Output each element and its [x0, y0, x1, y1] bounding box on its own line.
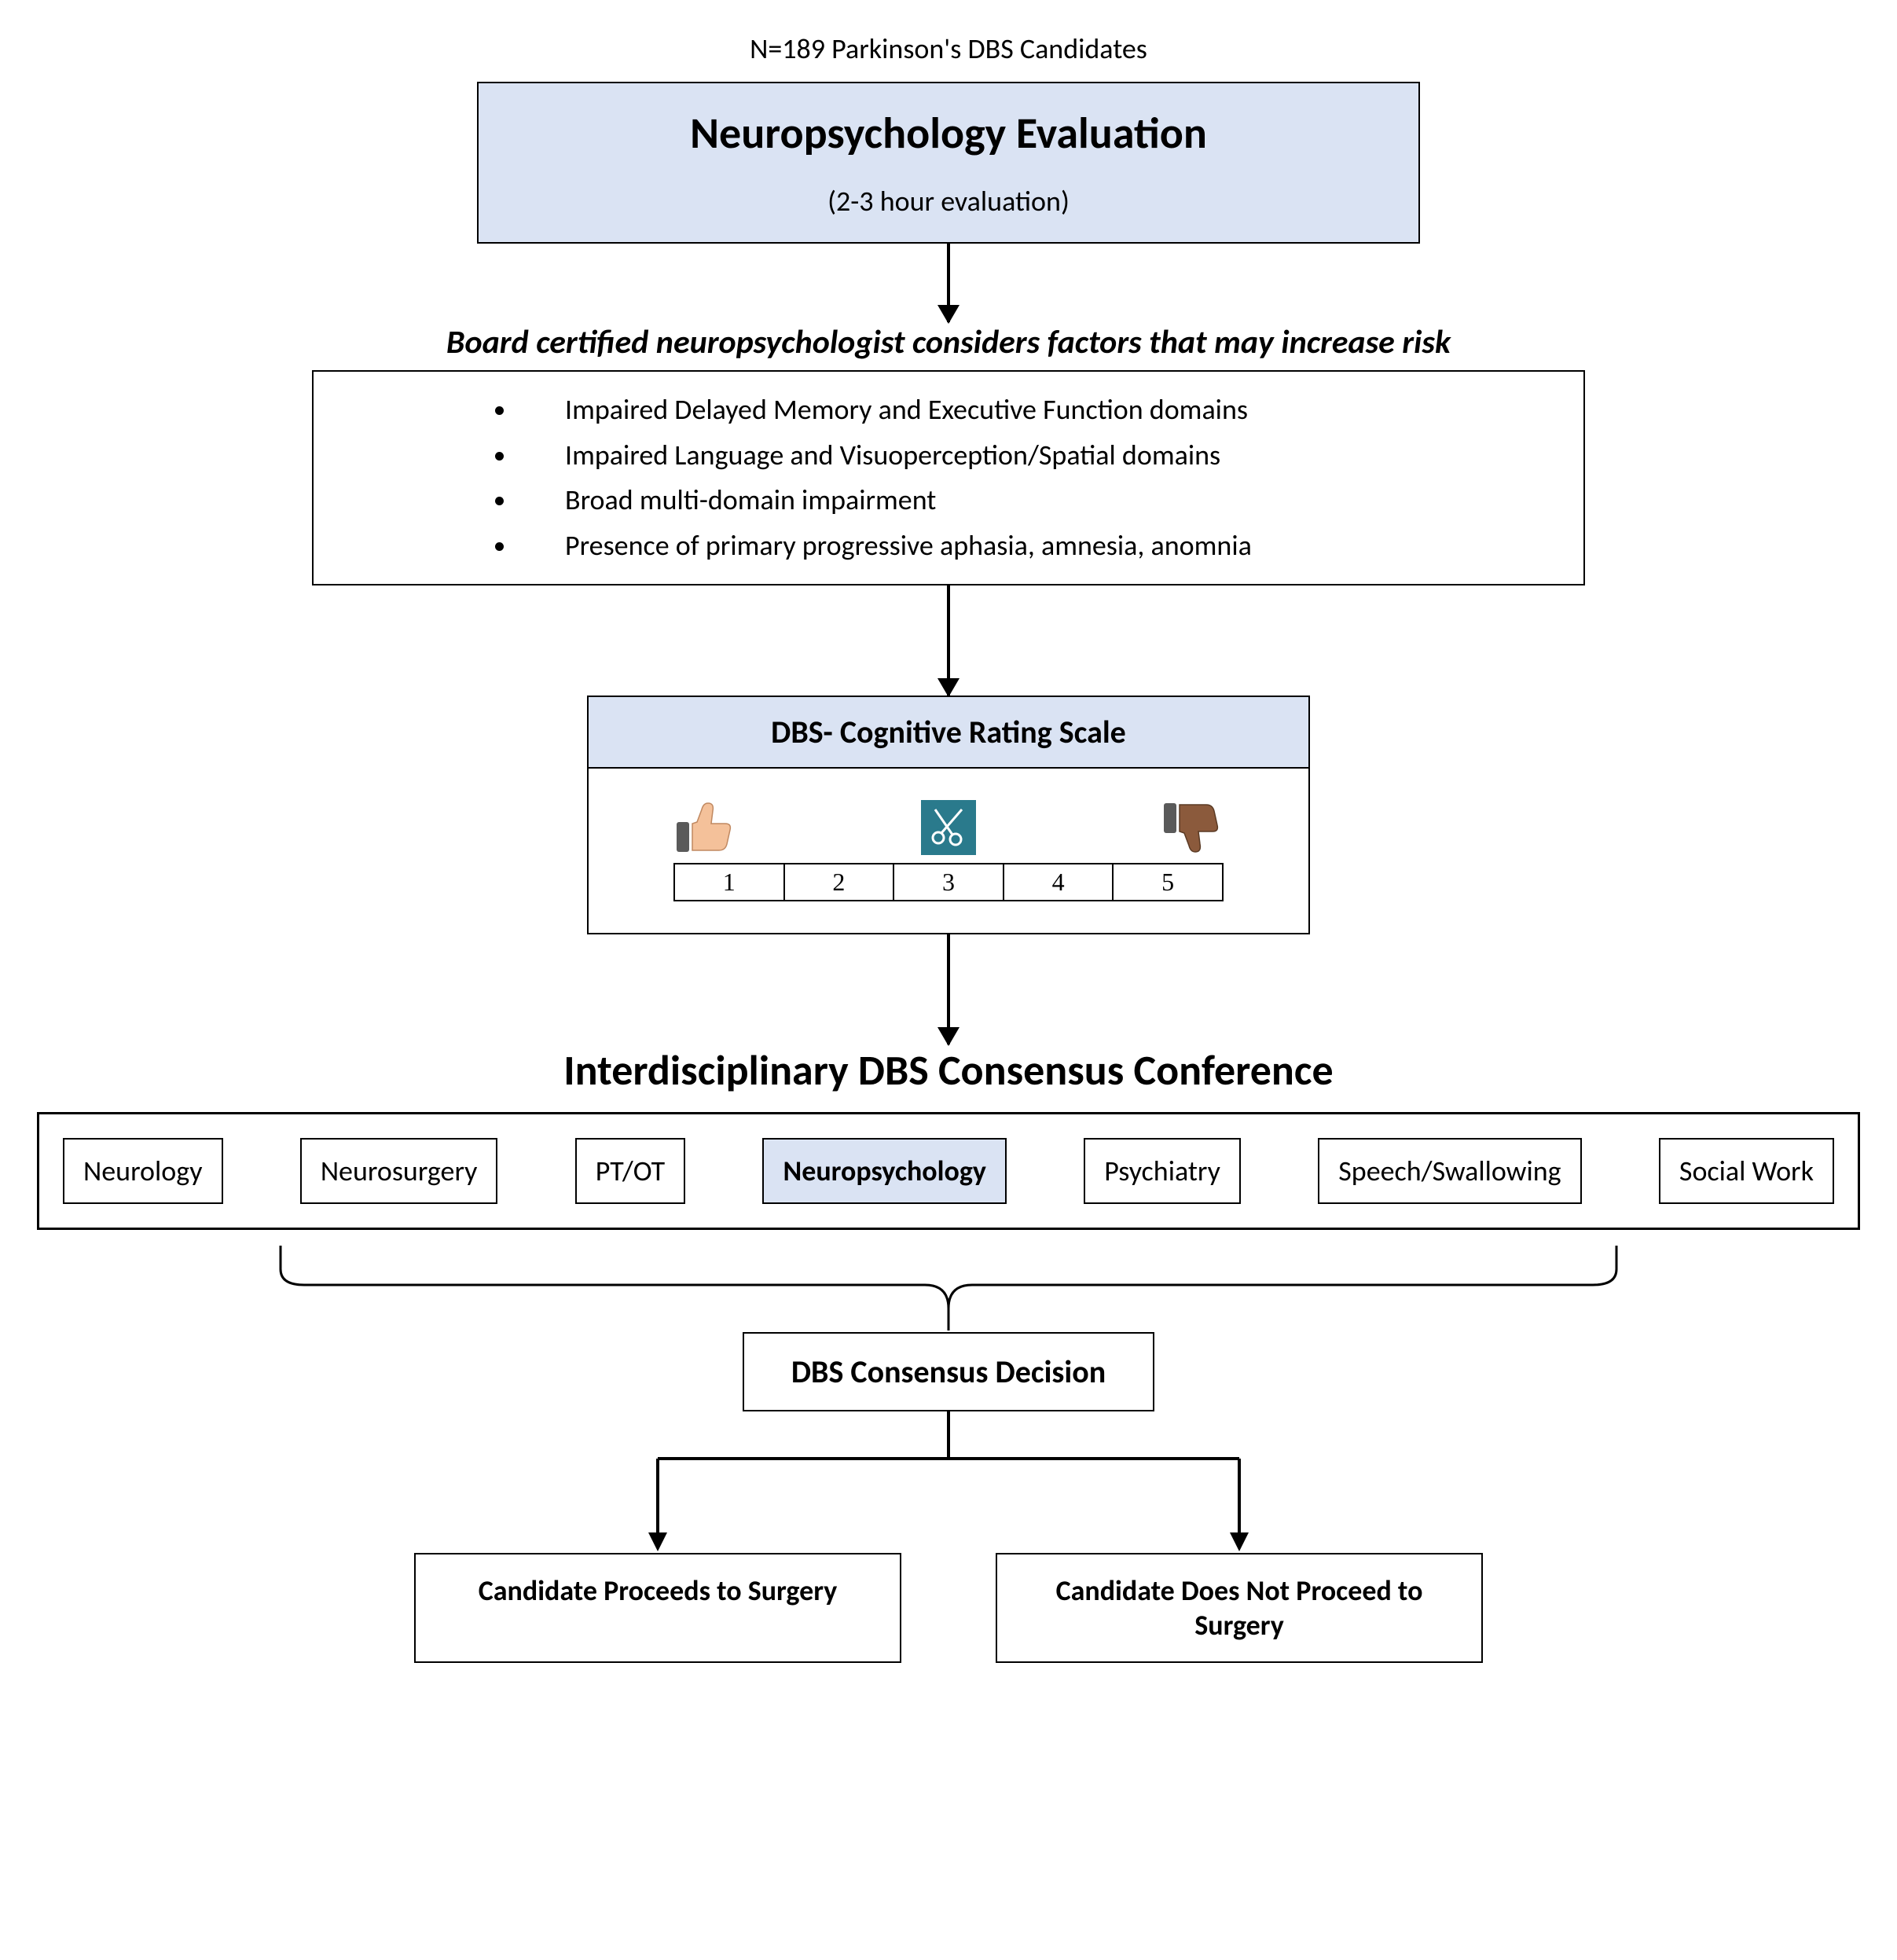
discipline-box-highlight: Neuropsychology — [762, 1138, 1006, 1204]
risk-factor-item: Presence of primary progressive aphasia,… — [518, 523, 1552, 569]
sample-size-label: N=189 Parkinson's DBS Candidates — [750, 31, 1147, 66]
outcome-not-proceed: Candidate Does Not Proceed to Surgery — [996, 1553, 1483, 1663]
risk-factors-list: Impaired Delayed Memory and Executive Fu… — [471, 387, 1552, 568]
outcomes-row: Candidate Proceeds to Surgery Candidate … — [414, 1553, 1483, 1663]
neuropsych-eval-subtitle: (2-3 hour evaluation) — [494, 184, 1403, 218]
risk-factor-item: Broad multi-domain impairment — [518, 478, 1552, 523]
split-connector — [398, 1411, 1499, 1553]
consensus-decision-box: DBS Consensus Decision — [743, 1332, 1154, 1411]
rating-scale-body: 1 2 3 4 5 — [589, 769, 1308, 933]
rating-scale-icons — [673, 800, 1224, 855]
scale-cell: 5 — [1114, 864, 1222, 900]
scale-cell: 4 — [1004, 864, 1114, 900]
arrow-1 — [947, 244, 950, 322]
scissors-flag-icon — [921, 800, 976, 855]
rating-scale-box: DBS- Cognitive Rating Scale — [587, 696, 1310, 934]
rating-scale-title: DBS- Cognitive Rating Scale — [589, 697, 1308, 769]
discipline-box: Speech/Swallowing — [1318, 1138, 1581, 1204]
risk-factors-box: Impaired Delayed Memory and Executive Fu… — [312, 370, 1585, 585]
brace-connector — [163, 1238, 1734, 1332]
discipline-box: Psychiatry — [1084, 1138, 1241, 1204]
flowchart-root: N=189 Parkinson's DBS Candidates Neurops… — [16, 31, 1881, 1663]
discipline-box: PT/OT — [575, 1138, 685, 1204]
risk-factor-item: Impaired Language and Visuoperception/Sp… — [518, 433, 1552, 479]
thumbs-down-icon — [1161, 800, 1224, 855]
risk-factors-heading: Board certified neuropsychologist consid… — [446, 322, 1451, 362]
discipline-box: Neurosurgery — [300, 1138, 498, 1204]
neuropsych-eval-box: Neuropsychology Evaluation (2-3 hour eva… — [477, 82, 1420, 244]
scale-cell: 2 — [785, 864, 895, 900]
risk-factor-item: Impaired Delayed Memory and Executive Fu… — [518, 387, 1552, 433]
discipline-box: Social Work — [1659, 1138, 1834, 1204]
scale-cell: 3 — [894, 864, 1004, 900]
neuropsych-eval-title: Neuropsychology Evaluation — [494, 107, 1403, 160]
outcome-proceed: Candidate Proceeds to Surgery — [414, 1553, 901, 1663]
discipline-box: Neurology — [63, 1138, 223, 1204]
thumbs-up-icon — [673, 800, 736, 855]
arrow-2 — [947, 585, 950, 696]
conference-title: Interdisciplinary DBS Consensus Conferen… — [563, 1044, 1333, 1096]
scale-cell: 1 — [675, 864, 785, 900]
disciplines-container: Neurology Neurosurgery PT/OT Neuropsycho… — [37, 1112, 1860, 1230]
arrow-3 — [947, 934, 950, 1044]
rating-scale-numbers: 1 2 3 4 5 — [673, 863, 1224, 901]
